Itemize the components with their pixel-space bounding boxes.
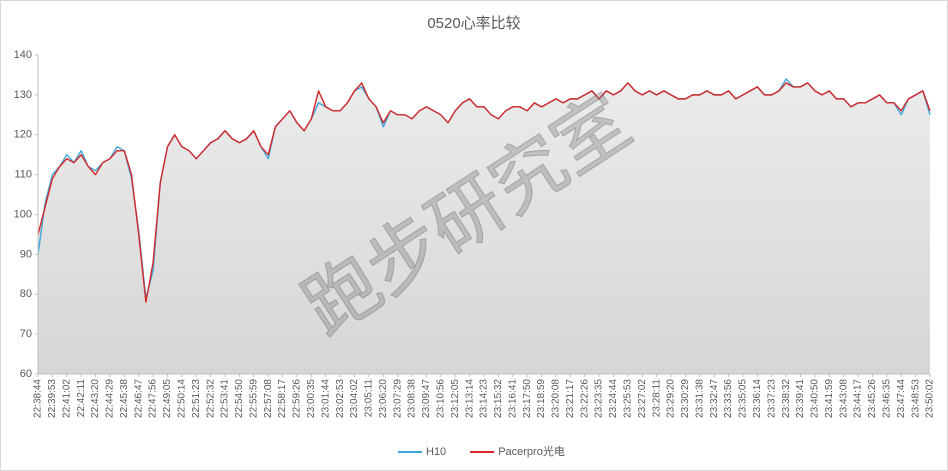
x-tick-label: 23:38:32 bbox=[781, 379, 792, 418]
x-tick-label: 23:15:32 bbox=[493, 379, 504, 418]
x-tick-label: 23:08:38 bbox=[407, 379, 418, 418]
y-tick-label: 90 bbox=[20, 248, 32, 260]
chart-title: 0520心率比较 bbox=[427, 14, 520, 32]
x-tick-label: 22:47:56 bbox=[148, 379, 159, 418]
x-tick-label: 23:10:56 bbox=[435, 379, 446, 418]
x-tick-label: 23:18:59 bbox=[536, 379, 547, 418]
x-tick-label: 23:20:08 bbox=[551, 379, 562, 418]
y-tick-label: 140 bbox=[14, 49, 32, 61]
y-tick-label: 120 bbox=[14, 129, 32, 141]
x-tick-label: 23:50:02 bbox=[925, 379, 936, 418]
x-tick-label: 22:50:14 bbox=[177, 379, 188, 418]
x-tick-label: 22:54:50 bbox=[234, 379, 245, 418]
x-tick-label: 23:43:08 bbox=[838, 379, 849, 418]
x-tick-label: 22:58:17 bbox=[277, 379, 288, 418]
legend-label: Pacerpro光电 bbox=[498, 444, 565, 458]
x-tick-label: 23:35:05 bbox=[738, 379, 749, 418]
area-fill bbox=[38, 82, 930, 374]
x-tick-label: 23:09:47 bbox=[421, 379, 432, 418]
x-tick-label: 23:27:02 bbox=[637, 379, 648, 418]
x-tick-label: 23:14:23 bbox=[479, 379, 490, 418]
x-tick-label: 23:22:26 bbox=[579, 379, 590, 418]
x-tick-label: 23:01:44 bbox=[320, 379, 331, 418]
x-tick-label: 23:41:59 bbox=[824, 379, 835, 418]
x-tick-label: 23:21:17 bbox=[565, 379, 576, 418]
x-tick-label: 23:32:47 bbox=[709, 379, 720, 418]
x-tick-label: 23:40:50 bbox=[810, 379, 821, 418]
x-tick-label: 23:16:41 bbox=[507, 379, 518, 418]
x-tick-label: 23:44:17 bbox=[853, 379, 864, 418]
y-tick-label: 80 bbox=[20, 288, 32, 300]
y-tick-label: 100 bbox=[14, 208, 32, 220]
x-tick-label: 22:43:20 bbox=[90, 379, 101, 418]
x-tick-label: 23:47:44 bbox=[896, 379, 907, 418]
x-tick-label: 23:46:35 bbox=[881, 379, 892, 418]
line-series bbox=[37, 82, 931, 303]
x-tick-label: 22:57:08 bbox=[263, 379, 274, 418]
x-tick-label: 23:33:56 bbox=[723, 379, 734, 418]
x-tick-label: 22:52:32 bbox=[205, 379, 216, 418]
x-tick-label: 23:17:50 bbox=[522, 379, 533, 418]
y-tick-label: 60 bbox=[20, 368, 32, 380]
x-tick-label: 22:42:11 bbox=[76, 379, 87, 418]
x-tick-label: 23:48:53 bbox=[910, 379, 921, 418]
y-tick-label: 70 bbox=[20, 328, 32, 340]
x-tick-label: 22:53:41 bbox=[220, 379, 231, 418]
x-tick-label: 22:55:59 bbox=[248, 379, 259, 418]
x-tick-label: 23:30:29 bbox=[680, 379, 691, 418]
x-tick-label: 23:00:35 bbox=[306, 379, 317, 418]
x-tick-label: 23:45:26 bbox=[867, 379, 878, 418]
x-tick-label: 22:59:26 bbox=[292, 379, 303, 418]
x-tick-label: 23:31:38 bbox=[694, 379, 705, 418]
x-tick-label: 22:46:47 bbox=[133, 379, 144, 418]
x-tick-label: 23:37:23 bbox=[766, 379, 777, 418]
y-tick-label: 110 bbox=[14, 169, 32, 181]
x-tick-label: 23:25:53 bbox=[623, 379, 634, 418]
x-tick-label: 22:44:29 bbox=[105, 379, 116, 418]
x-tick-label: 22:49:05 bbox=[162, 379, 173, 418]
x-tick-label: 22:41:02 bbox=[61, 379, 72, 418]
x-tick-label: 23:36:14 bbox=[752, 379, 763, 418]
x-tick-label: 23:06:20 bbox=[378, 379, 389, 418]
x-tick-label: 23:04:02 bbox=[349, 379, 360, 418]
x-tick-label: 23:24:44 bbox=[608, 379, 619, 418]
x-tick-label: 22:45:38 bbox=[119, 379, 130, 418]
x-tick-label: 22:39:53 bbox=[47, 379, 58, 418]
x-tick-label: 23:23:35 bbox=[594, 379, 605, 418]
y-tick-label: 130 bbox=[14, 89, 32, 101]
x-tick-label: 22:38:44 bbox=[33, 379, 44, 418]
x-tick-label: 23:12:05 bbox=[450, 379, 461, 418]
x-tick-label: 23:07:29 bbox=[392, 379, 403, 418]
x-tick-label: 23:13:14 bbox=[464, 379, 475, 418]
x-tick-label: 23:28:11 bbox=[651, 379, 662, 418]
x-tick-label: 22:51:23 bbox=[191, 379, 202, 418]
x-tick-label: 23:29:20 bbox=[666, 379, 677, 418]
x-tick-label: 23:39:41 bbox=[795, 379, 806, 418]
x-tick-label: 23:05:11 bbox=[364, 379, 375, 418]
x-tick-label: 23:02:53 bbox=[335, 379, 346, 418]
legend-label: H10 bbox=[426, 446, 446, 458]
